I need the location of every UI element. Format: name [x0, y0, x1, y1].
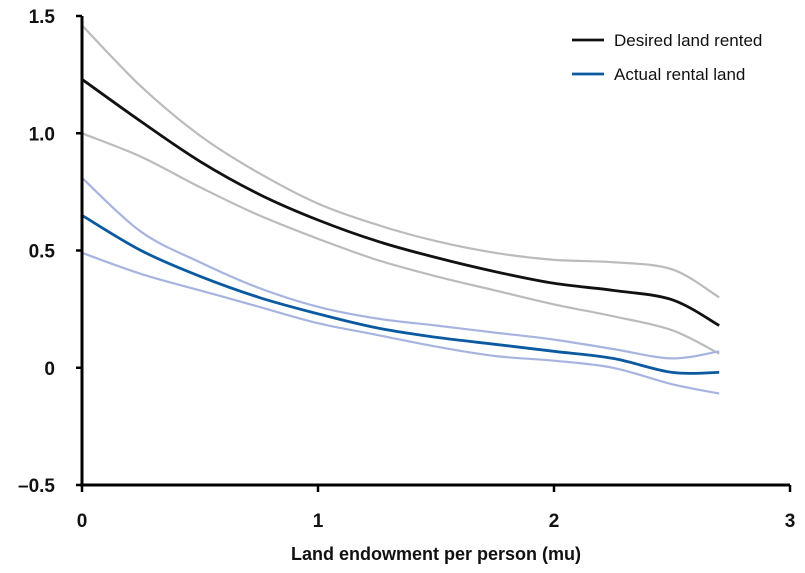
y-tick-label: 1.0	[29, 124, 55, 145]
x-axis-ticks: 0 1 2 3	[77, 485, 796, 532]
x-tick-label: 3	[785, 511, 796, 532]
series-lines	[81, 78, 720, 375]
y-tick-label: 1.5	[29, 7, 56, 28]
y-axis-ticks: –0.5 0 0.5 1.0 1.5	[18, 7, 82, 497]
series-1-upper-bound	[81, 176, 720, 360]
legend: Desired land rented Actual rental land	[572, 31, 762, 84]
legend-label: Actual rental land	[614, 65, 745, 84]
y-tick-label: 0	[44, 359, 55, 380]
series-1-lower-bound	[81, 251, 720, 395]
series-0-lower-bound	[81, 132, 720, 355]
series-1-line	[81, 214, 720, 375]
x-tick-label: 0	[77, 511, 88, 532]
x-axis-title: Land endowment per person (mu)	[291, 544, 581, 564]
y-tick-label: –0.5	[18, 476, 55, 497]
x-tick-label: 2	[549, 511, 560, 532]
y-tick-label: 0.5	[29, 242, 56, 263]
x-tick-label: 1	[313, 511, 324, 532]
series-0-line	[81, 78, 720, 327]
series-0-upper-bound	[81, 24, 720, 299]
legend-label: Desired land rented	[614, 31, 762, 50]
confidence-bands	[81, 24, 720, 395]
